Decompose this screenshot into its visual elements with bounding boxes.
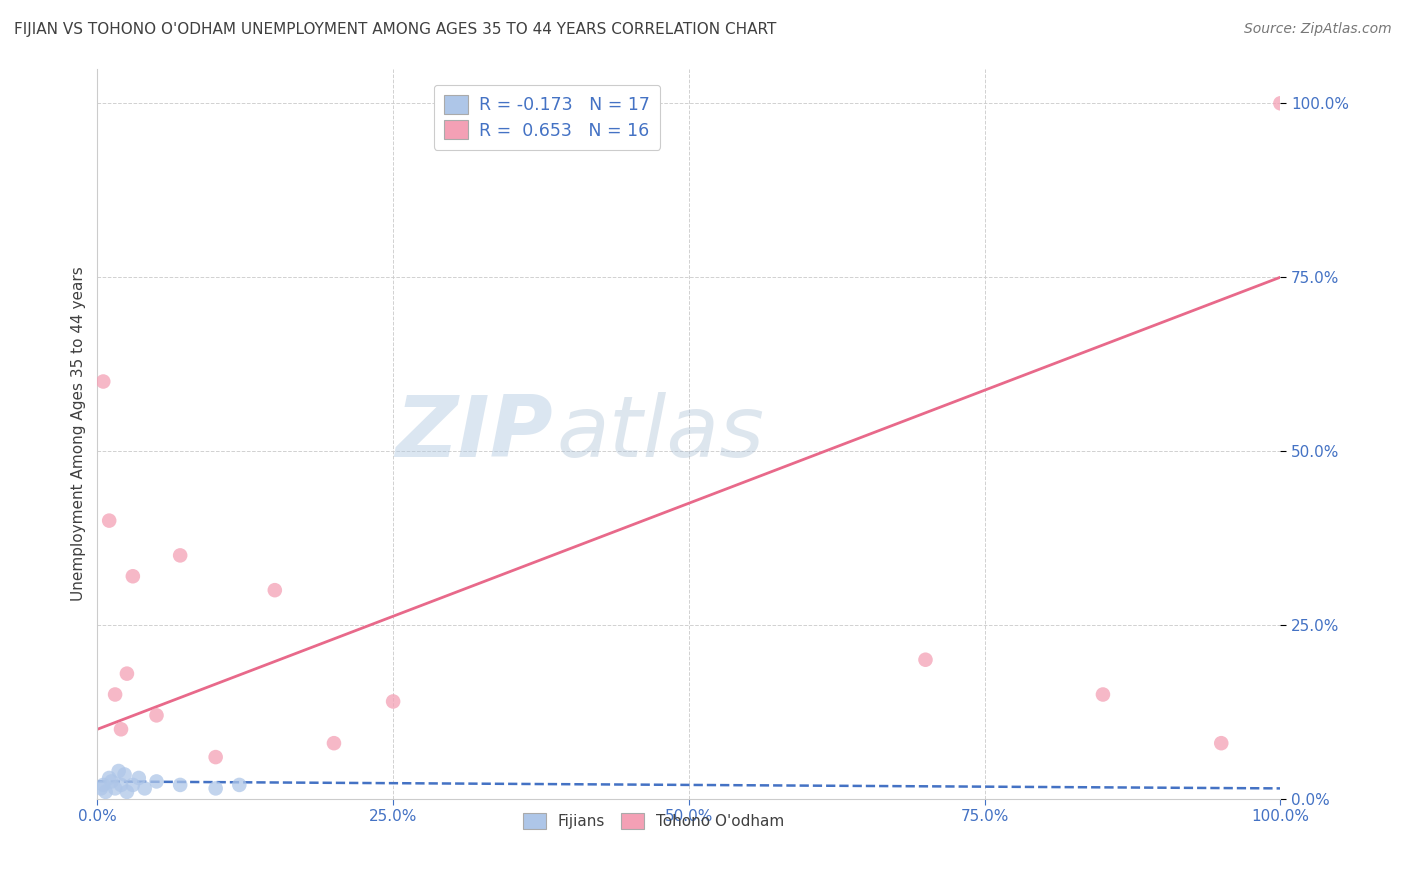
Point bbox=[115, 785, 138, 799]
Point bbox=[169, 778, 191, 792]
Point bbox=[110, 723, 132, 737]
Point bbox=[1091, 688, 1114, 702]
Y-axis label: Unemployment Among Ages 35 to 44 years: Unemployment Among Ages 35 to 44 years bbox=[72, 267, 86, 601]
Text: ZIP: ZIP bbox=[395, 392, 553, 475]
Point bbox=[1270, 96, 1292, 111]
Point bbox=[204, 781, 226, 796]
Point bbox=[91, 778, 114, 792]
Point bbox=[114, 767, 136, 781]
Point bbox=[382, 694, 405, 708]
Point bbox=[115, 666, 138, 681]
Legend: Fijians, Tohono O'odham: Fijians, Tohono O'odham bbox=[516, 806, 790, 835]
Point bbox=[91, 375, 114, 389]
Point bbox=[121, 569, 143, 583]
Point bbox=[104, 781, 127, 796]
Point bbox=[100, 774, 122, 789]
Text: FIJIAN VS TOHONO O'ODHAM UNEMPLOYMENT AMONG AGES 35 TO 44 YEARS CORRELATION CHAR: FIJIAN VS TOHONO O'ODHAM UNEMPLOYMENT AM… bbox=[14, 22, 776, 37]
Point bbox=[98, 514, 121, 528]
Point bbox=[1211, 736, 1233, 750]
Point bbox=[121, 778, 143, 792]
Point bbox=[145, 708, 167, 723]
Point bbox=[263, 583, 285, 598]
Text: Source: ZipAtlas.com: Source: ZipAtlas.com bbox=[1244, 22, 1392, 37]
Point bbox=[107, 764, 129, 778]
Point bbox=[104, 688, 127, 702]
Point bbox=[94, 785, 117, 799]
Point bbox=[204, 750, 226, 764]
Point bbox=[228, 778, 250, 792]
Text: atlas: atlas bbox=[557, 392, 765, 475]
Point bbox=[90, 781, 112, 796]
Point bbox=[134, 781, 156, 796]
Point bbox=[110, 778, 132, 792]
Point bbox=[323, 736, 346, 750]
Point bbox=[98, 771, 121, 785]
Point bbox=[169, 549, 191, 563]
Point bbox=[128, 771, 150, 785]
Point bbox=[914, 653, 936, 667]
Point bbox=[145, 774, 167, 789]
